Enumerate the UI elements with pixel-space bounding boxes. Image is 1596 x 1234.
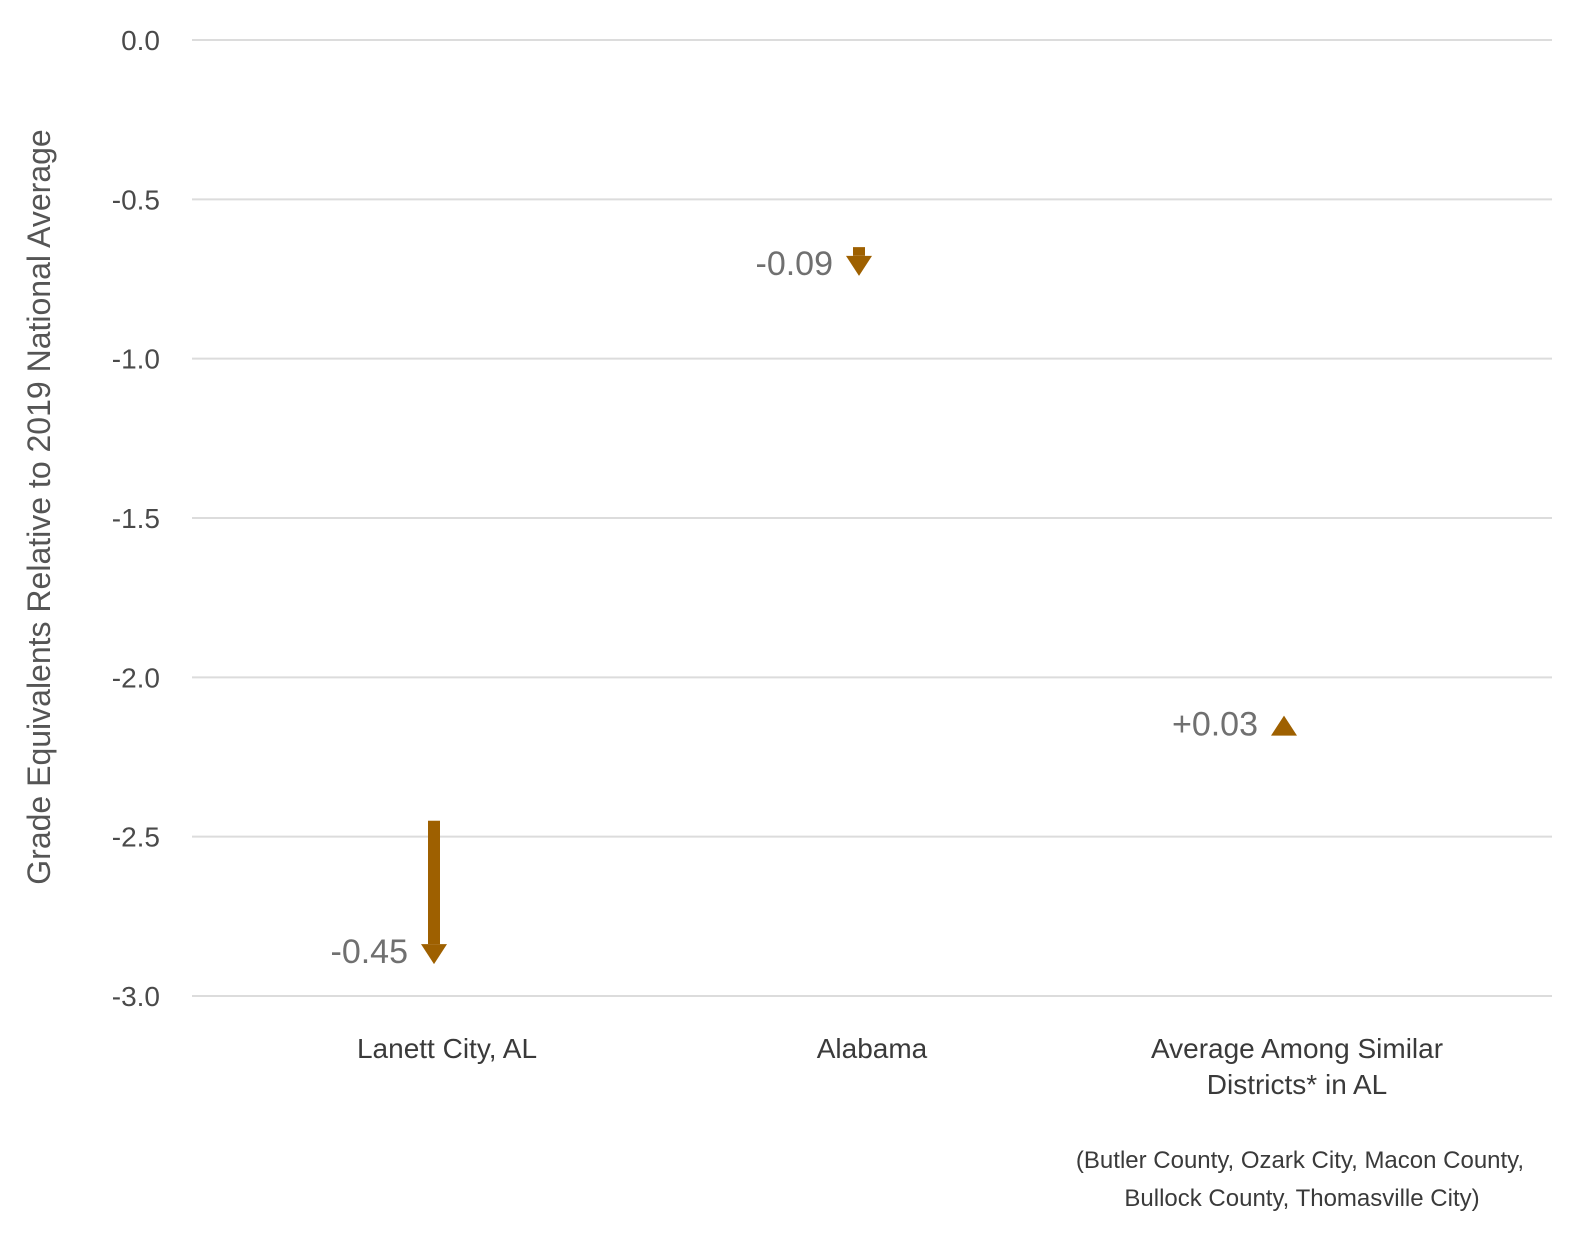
x-axis-categories: Lanett City, AL Alabama Average Among Simi…	[357, 1033, 1443, 1100]
change-label: +0.03	[1172, 706, 1258, 744]
y-axis-ticks: 0.0 -0.5 -1.0 -1.5 -2.0 -2.5 -3.0	[112, 25, 160, 1012]
y-tick-label: -3.0	[112, 981, 160, 1012]
y-tick-label: -0.5	[112, 184, 160, 215]
gridlines	[192, 39, 1552, 997]
footnote-line: (Butler County, Ozark City, Macon County…	[1076, 1147, 1524, 1174]
x-category-label: Alabama	[817, 1033, 928, 1064]
y-tick-label: -1.0	[112, 344, 160, 375]
x-category-label: Average Among Similar	[1151, 1033, 1443, 1064]
y-tick-label: -2.0	[112, 662, 160, 693]
arrow-head	[421, 944, 447, 965]
change-label: -0.45	[331, 933, 409, 971]
arrow-shaft	[428, 820, 440, 945]
arrow-mark	[1271, 715, 1297, 736]
y-tick-label: -1.5	[112, 503, 160, 534]
arrows	[421, 247, 1297, 965]
x-category-label: Districts* in AL	[1207, 1069, 1388, 1100]
y-tick-label: 0.0	[121, 25, 160, 56]
data-labels: -0.45 -0.09 +0.03	[331, 245, 1259, 971]
arrow-shaft	[853, 247, 865, 256]
y-tick-label: -2.5	[112, 822, 160, 853]
x-category-label: Lanett City, AL	[357, 1033, 537, 1064]
change-label: -0.09	[756, 245, 834, 283]
arrow-mark	[421, 820, 447, 965]
arrow-mark	[846, 247, 872, 276]
footnote: (Butler County, Ozark City, Macon County…	[1076, 1147, 1524, 1212]
y-axis-label: Grade Equivalents Relative to 2019 Natio…	[21, 129, 57, 884]
arrow-head	[1271, 715, 1297, 736]
arrow-head	[846, 255, 872, 276]
footnote-line: Bullock County, Thomasville City)	[1124, 1185, 1479, 1212]
